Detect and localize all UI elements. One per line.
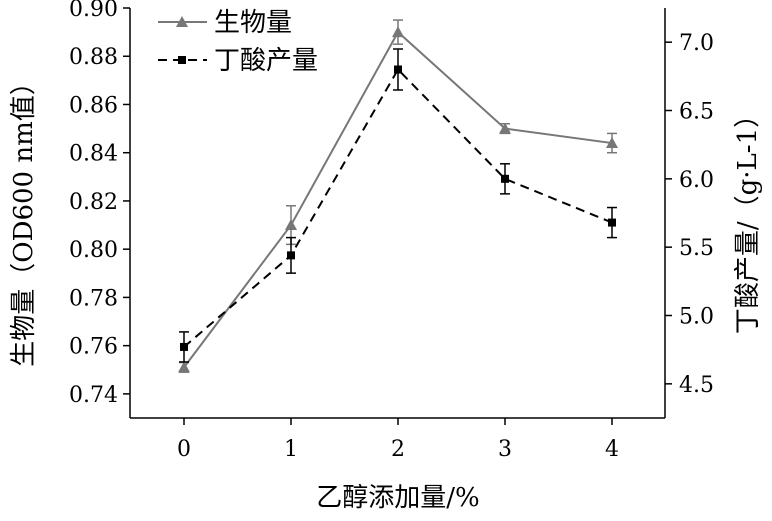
legend-marker-square: [178, 56, 186, 64]
data-point-triangle: [178, 361, 190, 373]
left-tick-label: 0.82: [69, 190, 118, 215]
series-1: [178, 19, 618, 373]
data-point-square: [394, 65, 402, 74]
x-tick-label: 1: [284, 437, 298, 462]
right-tick-label: 6.5: [679, 100, 714, 125]
data-point-triangle: [285, 219, 297, 231]
x-tick-label: 2: [391, 437, 405, 462]
data-point-square: [287, 251, 295, 260]
data-point-square: [501, 174, 509, 183]
right-y-axis-title: 丁酸产量/（g·L-1）: [733, 102, 763, 334]
x-tick-label: 0: [177, 437, 191, 462]
left-tick-label: 0.86: [69, 93, 118, 118]
right-y-axis: 4.5 5.0 5.5 6.0 6.5 7.0: [665, 31, 714, 398]
series-line: [183, 67, 613, 348]
series-layer: [178, 19, 618, 373]
left-tick-label: 0.74: [69, 383, 118, 408]
data-point-triangle: [606, 137, 618, 149]
data-point-square: [180, 342, 188, 351]
x-tick-label: 3: [498, 437, 512, 462]
left-tick-label: 0.88: [69, 45, 118, 70]
left-tick-label: 0.90: [69, 0, 118, 22]
data-point-triangle: [392, 26, 404, 38]
legend-label: 丁酸产量: [214, 46, 318, 76]
right-tick-label: 6.0: [679, 168, 714, 193]
x-axis-title: 乙醇添加量/%: [316, 483, 479, 513]
left-y-axis-title: 生物量（OD600 nm值）: [9, 69, 39, 366]
right-tick-label: 7.0: [679, 31, 714, 56]
right-tick-label: 5.5: [679, 236, 714, 261]
data-point-square: [608, 218, 616, 227]
x-tick-label: 4: [605, 437, 619, 462]
left-tick-label: 0.80: [69, 238, 118, 263]
right-tick-label: 4.5: [679, 373, 714, 398]
legend-marker-triangle: [176, 16, 188, 27]
series-2: [179, 48, 617, 363]
legend-label: 生物量: [214, 8, 292, 38]
right-tick-label: 5.0: [679, 305, 714, 330]
left-tick-label: 0.76: [69, 335, 118, 360]
left-y-axis: 0.74 0.76 0.78 0.80 0.82 0.84 0.86 0.88 0.90: [69, 0, 130, 408]
left-tick-label: 0.78: [69, 286, 118, 311]
data-point-triangle: [499, 122, 511, 134]
left-tick-label: 0.84: [69, 142, 118, 167]
x-axis: 0 1 2 3 4: [177, 418, 619, 462]
